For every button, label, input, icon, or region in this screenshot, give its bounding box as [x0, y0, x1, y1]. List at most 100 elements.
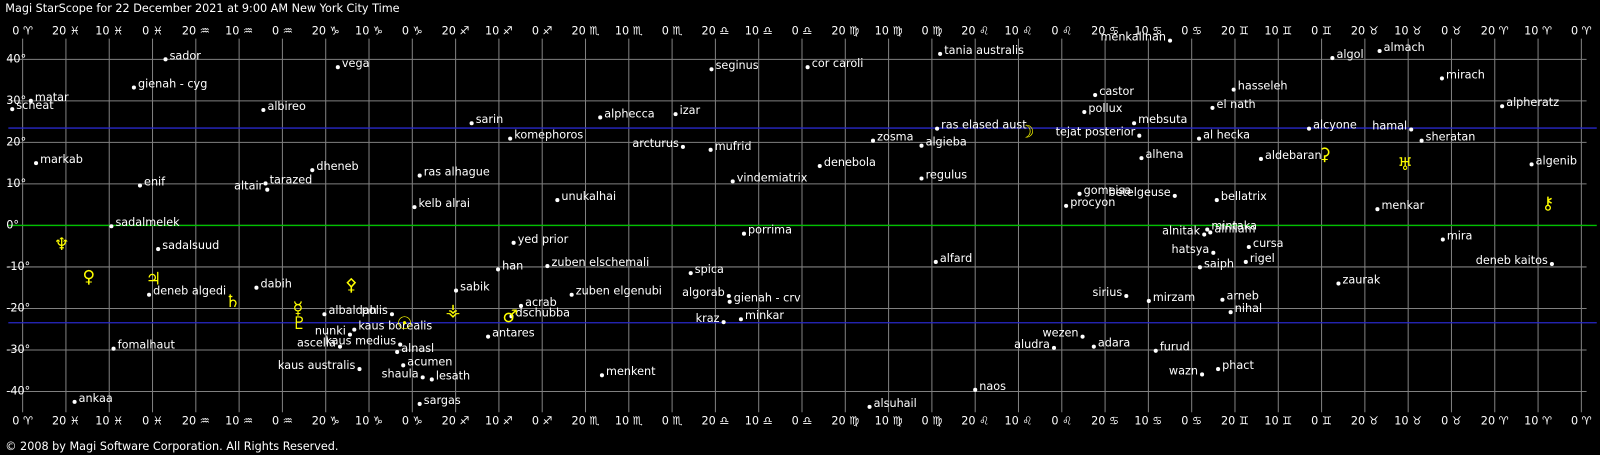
star-label: procyon — [1070, 196, 1115, 209]
star — [973, 387, 978, 392]
star-label: hasseleh — [1238, 80, 1288, 93]
star-label: acumen — [407, 355, 452, 368]
x-tick-label: 0 ♉ — [1441, 25, 1462, 38]
star-label: antares — [492, 327, 535, 340]
x-tick-label: 20 ♓ — [52, 414, 80, 427]
star-label: mirzam — [1153, 291, 1195, 304]
star-label: betelgeuse — [1108, 186, 1170, 199]
star-label: kaus medius — [325, 335, 396, 348]
x-tick-label: 0 ♊ — [1311, 25, 1332, 38]
footer: © 2008 by Magi Software Corporation. All… — [5, 440, 338, 453]
star — [1330, 56, 1335, 61]
x-tick-label: 20 ♐ — [442, 25, 470, 38]
star — [730, 179, 735, 184]
star-label: kraz — [696, 312, 720, 325]
planet: ⚴ — [345, 276, 358, 296]
y-tick-label: -20° — [6, 301, 30, 314]
star — [147, 292, 152, 297]
x-tick-label: 20 ♎ — [701, 25, 729, 38]
star-label: nihal — [1235, 302, 1262, 315]
y-tick-label: -30° — [6, 343, 30, 356]
star-label: menkar — [1382, 199, 1425, 212]
planet: ♃ — [146, 269, 162, 289]
star — [401, 363, 406, 368]
x-tick-label: 0 ♈ — [12, 25, 33, 38]
star-label: ascella — [297, 337, 336, 350]
star — [933, 259, 938, 264]
star — [1132, 121, 1137, 126]
star-label: zosma — [877, 131, 913, 144]
star — [310, 168, 315, 173]
star — [1208, 230, 1213, 235]
x-tick-label: 20 ♉ — [1351, 25, 1379, 38]
star — [1214, 198, 1219, 203]
x-tick-label: 20 ♏ — [572, 25, 600, 38]
star — [1243, 259, 1248, 264]
star — [1549, 261, 1554, 267]
star-label: pollux — [1088, 102, 1122, 115]
x-tick-label: 10 ♌ — [1005, 25, 1033, 38]
star — [555, 198, 560, 203]
star-label: minkar — [745, 309, 784, 322]
star-label: alhena — [1146, 148, 1184, 161]
star — [417, 401, 422, 406]
x-tick-label: 20 ♓ — [52, 25, 80, 38]
x-tick-label: 10 ♓ — [95, 414, 123, 427]
x-tick-label: 10 ♑ — [355, 414, 383, 427]
star — [337, 344, 343, 349]
star-label: furud — [1160, 341, 1190, 354]
star — [261, 107, 266, 113]
x-tick-label: 0 ♈ — [12, 414, 33, 427]
x-tick-label: 20 ♈ — [1481, 25, 1509, 38]
x-tick-label: 20 ♐ — [442, 414, 470, 427]
x-tick-label: 20 ♎ — [701, 414, 729, 427]
planet: ♂ — [502, 307, 518, 327]
star — [1082, 110, 1087, 115]
planet: ♇ — [292, 314, 308, 334]
star — [10, 107, 15, 112]
star-label: alnasl — [401, 342, 434, 355]
x-tick-label: 0 ♋ — [1181, 414, 1202, 427]
star — [508, 136, 513, 141]
star — [599, 373, 604, 378]
x-tick-label: 0 ♊ — [1311, 414, 1332, 427]
star-label: tejat posterior — [1056, 126, 1136, 139]
star — [509, 314, 514, 319]
star-label: tarazed — [270, 173, 313, 186]
star — [870, 138, 876, 143]
star-label: arcturus — [632, 137, 679, 150]
star-label: alfard — [940, 252, 972, 265]
star — [1306, 126, 1312, 131]
x-tick-label: 0 ♑ — [402, 414, 423, 427]
x-tick-label: 10 ♋ — [1134, 414, 1162, 427]
planet: ⚷ — [1542, 194, 1555, 214]
star — [1202, 232, 1207, 237]
star-label: al hecka — [1203, 129, 1250, 142]
y-tick-label: -10° — [6, 260, 30, 273]
star — [1139, 156, 1144, 161]
planet: ☽ — [1019, 122, 1035, 142]
y-tick-label: 30° — [6, 94, 26, 107]
star — [486, 334, 491, 339]
star — [709, 67, 714, 72]
star — [72, 399, 77, 404]
star-label: dheneb — [316, 160, 358, 173]
star-label: kelb alrai — [419, 197, 470, 210]
planet: ♆ — [54, 235, 70, 255]
x-tick-label: 20 ♌ — [961, 25, 989, 38]
star — [389, 312, 395, 317]
star — [496, 267, 501, 272]
x-tick-label: 10 ♌ — [1005, 414, 1033, 427]
star-label: sarin — [476, 113, 504, 126]
star-label: regulus — [926, 168, 968, 181]
star — [518, 303, 524, 309]
star-label: seginus — [716, 59, 759, 72]
star-label: zuben elschemali — [551, 256, 649, 269]
x-tick-label: 20 ♍ — [831, 414, 859, 427]
star-label: kaus australis — [278, 359, 356, 372]
star — [429, 377, 434, 382]
x-tick-label: 20 ♒ — [182, 414, 210, 427]
star-label: acrab — [525, 296, 557, 309]
star-label: matar — [35, 91, 69, 104]
star — [1153, 348, 1158, 353]
